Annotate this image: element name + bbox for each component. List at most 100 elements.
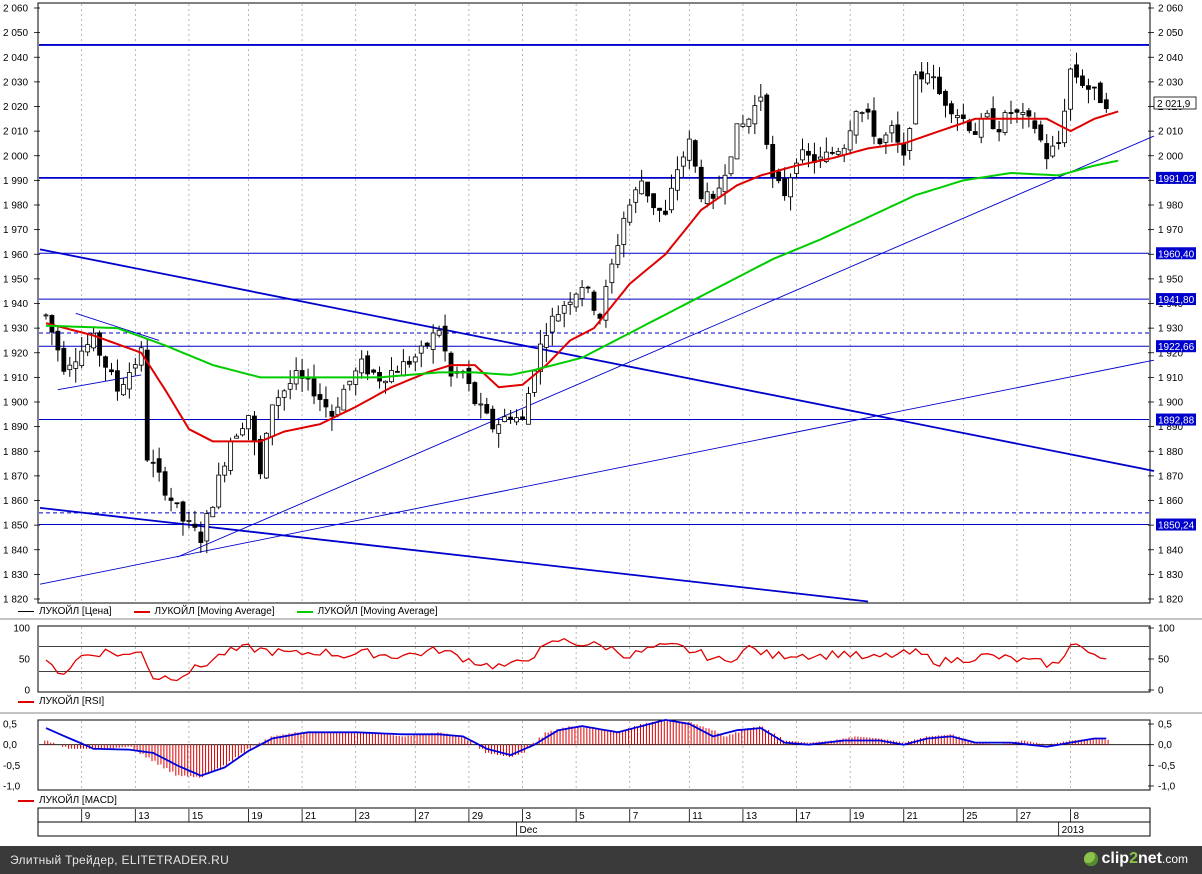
candle-body bbox=[788, 177, 793, 198]
date-tick-label: 7 bbox=[633, 811, 639, 822]
macd-tick-label-left: 0,0 bbox=[3, 740, 17, 751]
candle-body bbox=[132, 364, 138, 369]
price-tick-label-right: 2 040 bbox=[1158, 53, 1183, 64]
price-tick-label-right: 1 860 bbox=[1158, 496, 1183, 507]
candle-body bbox=[674, 169, 680, 191]
date-tick-label: 19 bbox=[853, 811, 865, 822]
candle-body bbox=[996, 129, 1002, 133]
candle-body bbox=[984, 112, 990, 118]
candle-body bbox=[847, 130, 853, 151]
legend-label-ma-red: ЛУКОЙЛ [Moving Average] bbox=[154, 606, 275, 617]
price-tick-label-left: 1 970 bbox=[3, 225, 28, 236]
candle-body bbox=[156, 458, 162, 473]
candle-body bbox=[889, 125, 895, 134]
candle-body bbox=[960, 114, 966, 119]
candle-body bbox=[591, 291, 597, 311]
candle-body bbox=[758, 96, 764, 102]
candle-body bbox=[913, 74, 919, 125]
candle-body bbox=[1103, 99, 1109, 109]
candle-body bbox=[252, 415, 257, 442]
date-tick-label: 21 bbox=[907, 811, 919, 822]
candle-body bbox=[698, 166, 704, 200]
candle-body bbox=[895, 124, 901, 143]
level-label: 1941,80 bbox=[1158, 295, 1195, 306]
candle-body bbox=[1074, 64, 1079, 78]
price-tick-label-left: 1 900 bbox=[3, 398, 28, 409]
level-label: 1991,02 bbox=[1158, 174, 1195, 185]
price-tick-label-right: 1 880 bbox=[1158, 447, 1183, 458]
macd-tick-label-left: -1,0 bbox=[3, 782, 21, 793]
trendline bbox=[39, 506, 869, 603]
candle-body bbox=[311, 378, 317, 397]
clip2net-logo[interactable]: clip 2 net .com bbox=[1083, 850, 1188, 868]
price-tick-label-right: 1 900 bbox=[1158, 398, 1183, 409]
candle-body bbox=[520, 416, 525, 420]
candle-body bbox=[198, 531, 204, 543]
candle-body bbox=[526, 393, 531, 425]
candle-body bbox=[168, 497, 174, 501]
price-tick-label-right: 1 970 bbox=[1158, 225, 1183, 236]
candle-body bbox=[365, 355, 371, 375]
macd-tick-label-right: 0,5 bbox=[1158, 720, 1172, 731]
candle-body bbox=[883, 134, 889, 143]
candle-body bbox=[222, 465, 228, 476]
candle-body bbox=[752, 105, 758, 125]
candle-body bbox=[287, 383, 293, 390]
candle-body bbox=[669, 187, 674, 211]
candle-body bbox=[1038, 124, 1044, 141]
candle-body bbox=[877, 138, 883, 145]
date-tick-label: 8 bbox=[1074, 811, 1080, 822]
date-axis: 9 13 15 19 21 23 27 29 3 5 7 11 13 17 19 21 25 27 8 Dec 2013 bbox=[81, 809, 1084, 836]
candle-body bbox=[800, 149, 805, 161]
price-tick-label-right: 2 000 bbox=[1158, 151, 1183, 162]
candle-body bbox=[907, 128, 913, 151]
candle-body bbox=[400, 361, 406, 377]
price-legend: ЛУКОЙЛ [Цена] ЛУКОЙЛ [Moving Average] ЛУ… bbox=[18, 606, 460, 617]
date-tick-label: 25 bbox=[966, 811, 978, 822]
logo-tail: net bbox=[1137, 850, 1162, 867]
candle-body bbox=[258, 439, 263, 475]
candle-body bbox=[383, 380, 388, 384]
candle-body bbox=[621, 217, 627, 245]
candle-body bbox=[746, 118, 752, 127]
rsi-tick-label-left: 50 bbox=[19, 655, 31, 666]
price-tick-label-right: 2 010 bbox=[1158, 127, 1183, 138]
level-label-box bbox=[1156, 293, 1196, 306]
candle-body bbox=[549, 315, 555, 333]
macd-tick-label-right: -0,5 bbox=[1158, 761, 1176, 772]
legend-item-ma-red: ЛУКОЙЛ [Moving Average] bbox=[133, 606, 275, 617]
price-tick-label-left: 2 020 bbox=[3, 102, 28, 113]
candle-body bbox=[829, 152, 835, 154]
legend-label-rsi: ЛУКОЙЛ [RSI] bbox=[39, 696, 105, 707]
price-tick-label-right: 1 890 bbox=[1158, 422, 1183, 433]
candle-body bbox=[1068, 68, 1073, 110]
level-label-box bbox=[1156, 340, 1196, 353]
candle-body bbox=[210, 506, 216, 518]
price-tick-label-left: 1 940 bbox=[3, 299, 28, 310]
price-tick-label-right: 1 980 bbox=[1158, 201, 1183, 212]
candle-body bbox=[1050, 145, 1056, 157]
price-tick-label-left: 2 060 bbox=[3, 4, 28, 15]
candle-body bbox=[73, 361, 79, 369]
price-tick-label-left: 1 920 bbox=[3, 348, 28, 359]
candle-body bbox=[91, 332, 97, 349]
candle-body bbox=[597, 313, 603, 319]
candle-body bbox=[686, 138, 692, 161]
candle-body bbox=[1056, 142, 1062, 144]
candle-body bbox=[216, 474, 222, 508]
candle-body bbox=[103, 356, 108, 368]
candle-body bbox=[246, 415, 251, 430]
ma-red-line bbox=[45, 110, 1119, 443]
candle-body bbox=[734, 123, 740, 160]
candle-body bbox=[55, 330, 61, 351]
candle-body bbox=[61, 348, 67, 372]
candle-body bbox=[728, 156, 734, 175]
candle-body bbox=[609, 263, 615, 284]
candle-body bbox=[645, 181, 651, 197]
candle-body bbox=[555, 314, 561, 322]
candle-body bbox=[174, 502, 180, 505]
candle-body bbox=[770, 144, 776, 177]
candle-body bbox=[978, 117, 984, 138]
trendline bbox=[39, 359, 1155, 585]
